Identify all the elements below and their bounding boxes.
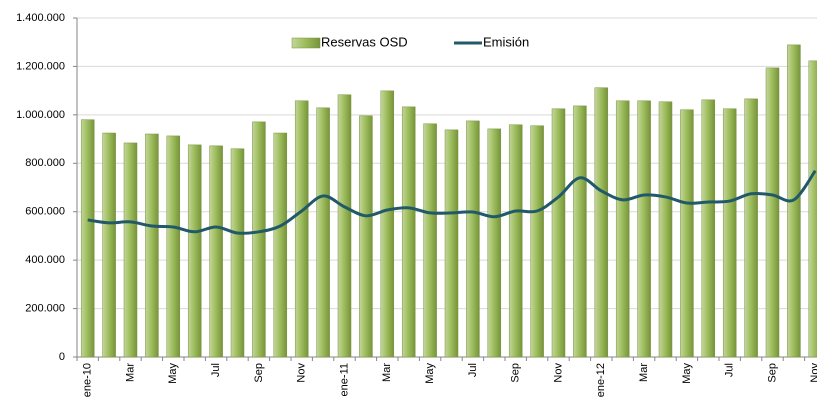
legend-label: Emisión — [483, 34, 529, 49]
bar — [273, 132, 288, 358]
bar — [102, 132, 116, 358]
x-tick-label: May — [681, 363, 693, 384]
line — [87, 169, 817, 235]
bar — [658, 101, 673, 358]
x-tick-label: Nov — [809, 363, 817, 383]
plot-area: 0 200.000 400.000 600.000 800.000 1.000.000 1.… — [16, 12, 817, 397]
y-tick-label: 800.000 — [25, 157, 65, 169]
x-tick-label: Mar — [381, 363, 393, 382]
x-tick-label: Nov — [552, 363, 564, 383]
bar — [722, 108, 737, 358]
y-tick-label: 0 — [59, 351, 65, 363]
bar — [145, 133, 159, 358]
bar — [573, 105, 587, 358]
bar — [401, 106, 416, 358]
bar — [680, 109, 694, 358]
bar — [744, 98, 758, 358]
y-tick-label: 1.000.000 — [16, 109, 65, 121]
legend-label: Reservas OSD — [321, 34, 408, 49]
bar — [230, 148, 245, 358]
x-tick-label: May — [167, 363, 179, 384]
bar — [444, 129, 459, 358]
x-tick-label: ene-11 — [338, 363, 350, 396]
x-tick-label: Mar — [638, 363, 650, 382]
bar — [765, 67, 780, 358]
x-tick-label: Sep — [253, 363, 265, 383]
bar — [487, 128, 502, 358]
bar — [316, 107, 330, 358]
x-tick-label: Sep — [766, 363, 778, 383]
bar — [359, 115, 373, 358]
y-tick-label: 200.000 — [25, 302, 65, 314]
y-tick-label: 1.400.000 — [16, 12, 65, 24]
x-tick-label: May — [424, 363, 436, 384]
y-tick-label: 400.000 — [25, 254, 65, 266]
bar — [423, 123, 437, 358]
bar — [615, 100, 630, 358]
y-tick-label: 600.000 — [25, 206, 65, 218]
x-tick-label: Mar — [124, 363, 136, 382]
bar — [466, 120, 480, 358]
bar — [637, 100, 651, 358]
legend-swatch — [291, 37, 321, 49]
x-tick-label: Nov — [296, 363, 308, 383]
bar — [808, 60, 817, 358]
x-tick-label: ene-10 — [82, 363, 94, 397]
bar — [252, 121, 266, 358]
y-tick-label: 1.200.000 — [16, 60, 65, 72]
bar — [209, 145, 223, 358]
bar — [187, 144, 202, 358]
bar — [380, 90, 395, 358]
bar — [123, 142, 138, 358]
bar — [551, 108, 566, 358]
bar — [508, 124, 523, 358]
x-tick-label: Jul — [724, 363, 736, 377]
x-tick-label: Jul — [467, 363, 479, 377]
x-tick-label: Jul — [210, 363, 222, 377]
x-tick-label: Sep — [510, 363, 522, 383]
bar — [701, 99, 716, 358]
bar — [80, 119, 95, 358]
bar — [294, 100, 309, 358]
bar — [337, 94, 352, 358]
bar — [166, 135, 181, 358]
bar — [594, 87, 609, 358]
x-tick-label: ene-12 — [595, 363, 607, 397]
bar — [530, 125, 544, 358]
